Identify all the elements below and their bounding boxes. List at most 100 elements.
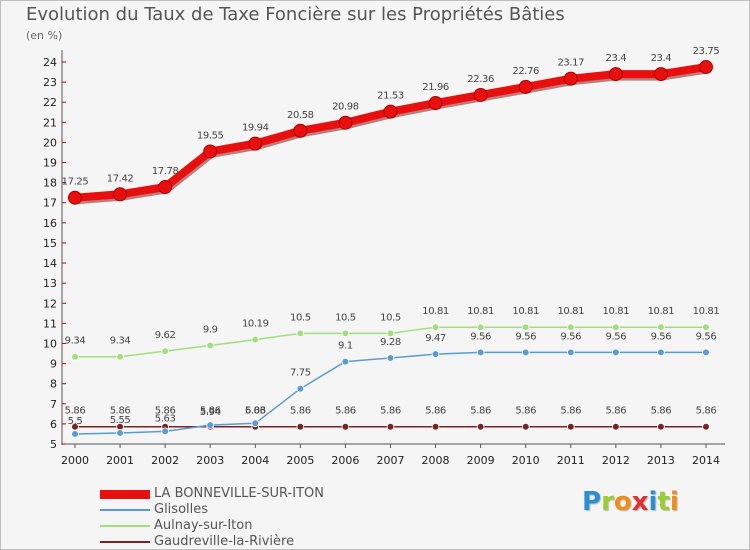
data-point: [113, 187, 128, 202]
y-tick-label: 17: [43, 197, 57, 210]
legend-swatch: [100, 509, 150, 511]
data-label: 9.34: [65, 336, 86, 347]
data-label: 5.86: [245, 406, 266, 417]
logo-letter: x: [631, 487, 649, 517]
y-tick-label: 23: [43, 76, 57, 89]
data-label: 17.25: [62, 177, 89, 188]
data-label: 17.42: [107, 173, 134, 184]
y-tick-label: 11: [43, 317, 57, 330]
y-tick-label: 12: [43, 297, 57, 310]
data-label: 5.86: [696, 406, 717, 417]
data-label: 10.5: [290, 312, 311, 323]
x-tick-label: 2000: [61, 454, 89, 467]
x-tick-label: 2014: [692, 454, 720, 467]
data-point: [612, 348, 620, 357]
legend-label: Gaudreville-la-Rivière: [154, 534, 295, 549]
data-label: 23.4: [651, 53, 672, 64]
data-point: [476, 422, 485, 431]
logo-letter: P: [582, 487, 602, 517]
data-point: [657, 323, 665, 331]
data-point: [657, 348, 665, 357]
data-label: 5.86: [380, 406, 401, 417]
data-label: 10.81: [422, 306, 449, 317]
x-tick-label: 2011: [557, 454, 585, 467]
data-point: [566, 422, 575, 431]
logo-letter: t: [657, 487, 670, 517]
data-label: 9.56: [515, 331, 536, 342]
data-label: 9.1: [338, 341, 353, 352]
proxiti-logo: Proxiti: [582, 487, 679, 517]
data-label: 9.56: [651, 331, 672, 342]
data-label: 10.81: [467, 306, 494, 317]
data-point: [341, 329, 350, 338]
data-point: [383, 104, 398, 119]
data-label: 9.9: [203, 324, 218, 335]
y-tick-label: 24: [43, 56, 57, 69]
data-label: 20.98: [332, 102, 359, 113]
data-point: [476, 348, 485, 357]
data-point: [296, 384, 305, 393]
data-point: [657, 422, 665, 431]
data-label: 9.56: [606, 331, 627, 342]
data-label: 5.63: [155, 413, 176, 424]
data-label: 5.86: [110, 406, 131, 417]
data-label: 5.86: [290, 406, 311, 417]
x-tick-label: 2007: [376, 454, 404, 467]
data-label: 10.81: [648, 306, 675, 317]
data-point: [116, 429, 124, 437]
data-label: 5.86: [515, 406, 536, 417]
data-label: 5.86: [425, 406, 446, 417]
y-tick-label: 13: [43, 277, 57, 290]
data-point: [702, 348, 710, 357]
data-label: 10.81: [512, 306, 539, 317]
data-label: 9.56: [470, 331, 491, 342]
logo-letter: i: [669, 487, 679, 517]
y-tick-label: 15: [43, 237, 57, 250]
data-point: [612, 422, 620, 431]
data-point: [386, 354, 395, 362]
data-point: [248, 136, 263, 151]
y-tick-label: 14: [43, 257, 57, 270]
data-label: 23.4: [606, 53, 627, 64]
data-label: 17.78: [152, 166, 179, 177]
series-line: [74, 63, 707, 202]
data-point: [296, 422, 305, 431]
data-point: [702, 422, 710, 431]
data-point: [293, 123, 308, 138]
data-label: 10.5: [380, 312, 401, 323]
x-tick-label: 2008: [422, 454, 450, 467]
data-point: [386, 422, 395, 431]
x-tick-label: 2003: [196, 454, 224, 467]
data-label: 10.19: [242, 319, 269, 330]
data-point: [521, 348, 530, 357]
data-label: 22.36: [467, 74, 494, 85]
data-label: 5.86: [560, 406, 581, 417]
data-point: [518, 79, 533, 94]
data-label: 5.86: [65, 406, 86, 417]
y-tick-label: 22: [43, 96, 57, 109]
legend-label: Glisolles: [154, 502, 209, 517]
logo-letter: o: [613, 487, 632, 517]
data-label: 19.55: [197, 130, 224, 141]
chart-subtitle: (en %): [26, 29, 63, 42]
data-label: 23.75: [693, 46, 720, 57]
data-point: [338, 115, 353, 130]
y-tick-label: 7: [50, 398, 57, 411]
data-label: 10.81: [557, 306, 584, 317]
data-point: [296, 329, 305, 338]
data-label: 10.81: [603, 306, 630, 317]
data-point: [612, 323, 620, 331]
data-point: [563, 71, 578, 86]
y-tick-label: 21: [43, 116, 57, 129]
x-tick-label: 2009: [467, 454, 495, 467]
y-tick-label: 8: [50, 378, 57, 391]
x-tick-label: 2005: [286, 454, 314, 467]
data-point: [71, 352, 79, 361]
legend-swatch: [100, 489, 150, 499]
legend-label: Aulnay-sur-Iton: [154, 518, 253, 533]
data-label: 5.86: [335, 406, 356, 417]
data-point: [698, 60, 713, 75]
data-label: 5.86: [606, 406, 627, 417]
data-label: 5.55: [110, 415, 131, 426]
